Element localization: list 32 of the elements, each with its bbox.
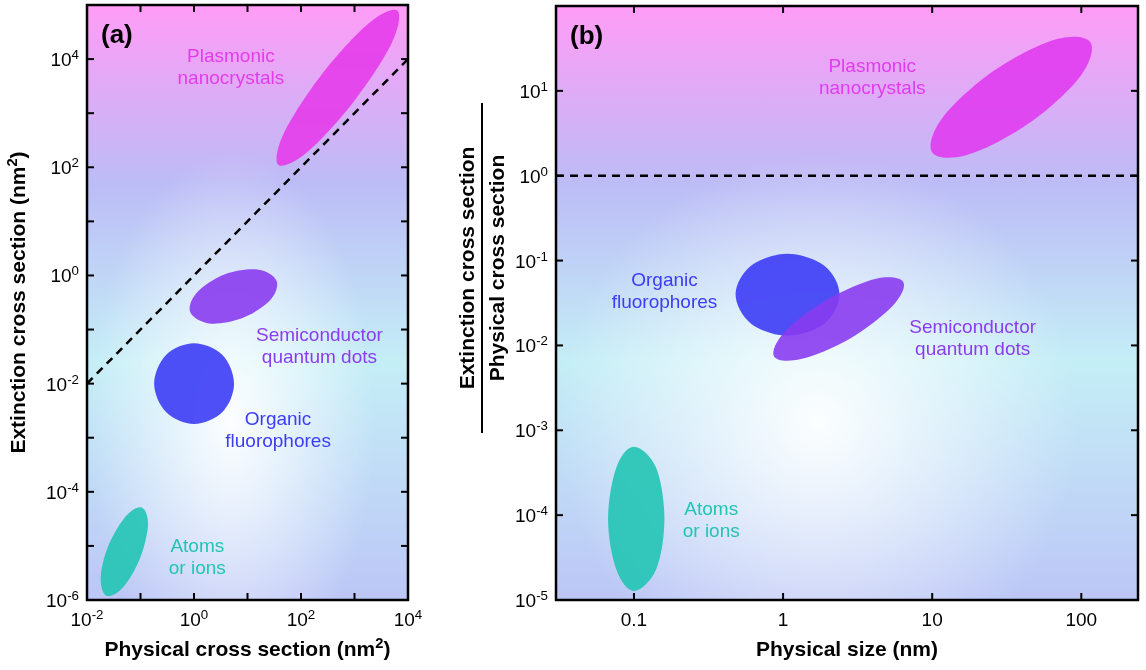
x-axis-title: Physical cross section (nm$^{2}$) [104,635,391,660]
y-axis-title: Extinction cross section Physical cross section [455,146,508,390]
series-label: Atoms or ions [682,497,740,541]
x-tick-label: 10 [921,609,943,630]
x-tick-label: 100 [1065,609,1098,630]
x-axis-title: Physical size (nm) [755,637,939,660]
y-tick-label: 10$^{1}$ [519,78,548,102]
x-tick-label: 10$^{2}$ [286,606,316,630]
y-tick-label: 10$^{0}$ [519,163,548,187]
y-tick-label: 10$^{-1}$ [515,248,548,272]
y-tick-label: 10$^{-3}$ [515,417,548,442]
y-tick-label: 10$^{-2}$ [515,332,548,357]
y-tick-label: 10$^{-2}$ [46,371,79,395]
text: (b) [570,20,604,50]
series-label: Semiconductor quantum dots [256,323,384,367]
series-label: Plasmonic nanocrystals [177,44,285,88]
x-tick-label: 10$^{0}$ [179,606,209,630]
series-label: Semiconductor quantum dots [909,315,1037,359]
series-label: Organic fluorophores [611,268,718,312]
y-tick-label: 10$^{2}$ [50,154,79,179]
y-tick-label: 10$^{0}$ [50,262,79,287]
x-tick-label: 10$^{4}$ [393,606,423,630]
y-tick-label: 10$^{-5}$ [515,587,548,611]
series-label: Organic fluorophores [225,407,331,451]
x-tick-label: 0.1 [620,609,648,630]
y-tick-label: 10$^{-4}$ [515,502,548,527]
x-tick-label: 1 [777,609,789,630]
y-tick-label: 10$^{-4}$ [46,479,79,503]
text: (a) [101,19,133,49]
series-label: Atoms or ions [168,534,226,578]
y-tick-label: 10$^{4}$ [50,46,79,71]
series-label: Plasmonic nanocrystals [818,55,926,99]
